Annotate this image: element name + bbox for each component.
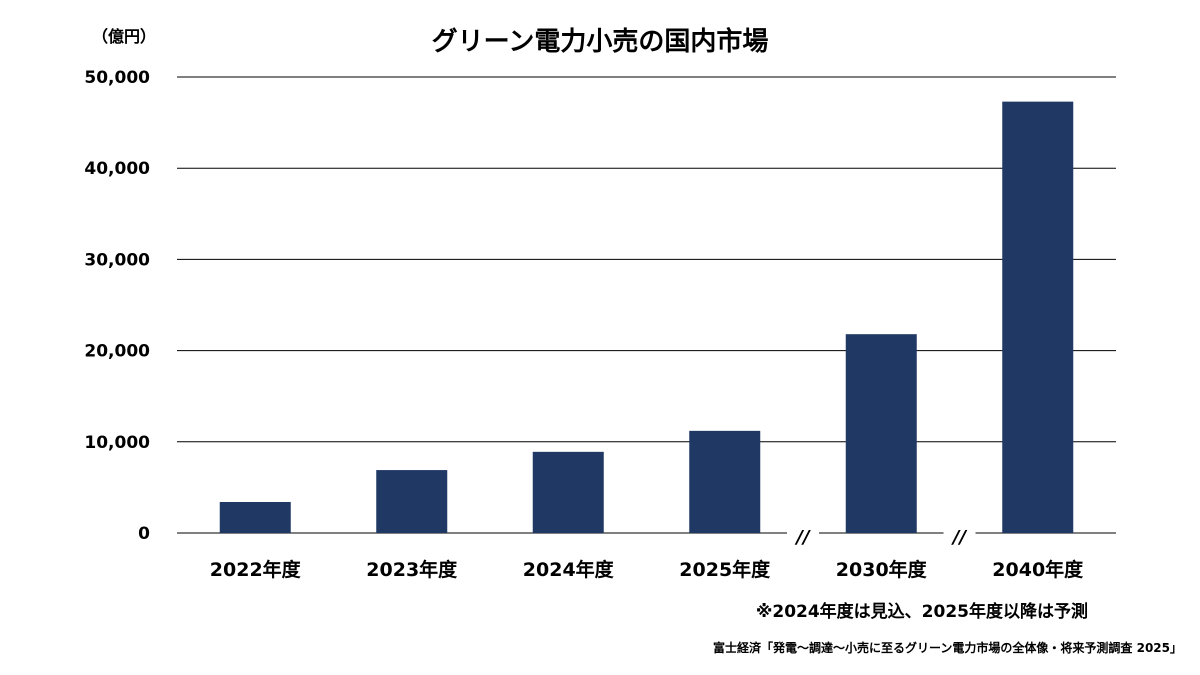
x-tick-label: 2040年度 [992, 558, 1084, 581]
bar [376, 470, 448, 533]
axis-break-mark: // [794, 527, 811, 548]
x-tick-label: 2022年度 [210, 558, 302, 581]
x-axis-ticks: 2022年度 2023年度 2024年度 2025年度 2030年度 2040年度 [210, 558, 1084, 581]
axis-break-gap [787, 530, 819, 536]
bar [1002, 101, 1074, 534]
x-tick-label: 2025年度 [679, 558, 771, 581]
axis-break-mark: // [951, 527, 968, 548]
bar [689, 430, 761, 533]
y-tick-label: 10,000 [84, 433, 150, 453]
y-axis-unit: （億円） [92, 27, 156, 46]
chart-note: ※2024年度は見込、2025年度以降は予測 [756, 601, 1088, 622]
y-tick-label: 0 [138, 524, 150, 544]
bars [219, 101, 1074, 534]
chart-title: グリーン電力小売の国内市場 [432, 26, 769, 57]
y-tick-label: 30,000 [84, 250, 150, 270]
x-tick-label: 2023年度 [366, 558, 458, 581]
bar [845, 334, 917, 533]
gridlines [177, 76, 1116, 534]
y-tick-label: 20,000 [84, 342, 150, 362]
chart-source: 富士経済「発電～調達～小売に至るグリーン電力市場の全体像・将来予測調査 2025… [713, 640, 1182, 655]
bar [219, 501, 291, 533]
y-tick-label: 40,000 [84, 159, 150, 179]
axis-breaks: // // [787, 527, 976, 548]
x-tick-label: 2030年度 [836, 558, 928, 581]
x-tick-label: 2024年度 [523, 558, 615, 581]
y-axis-ticks: 0 10,000 20,000 30,000 40,000 50,000 [84, 68, 150, 544]
y-tick-label: 50,000 [84, 68, 150, 88]
bar [532, 451, 604, 533]
axis-break-gap [943, 530, 976, 536]
